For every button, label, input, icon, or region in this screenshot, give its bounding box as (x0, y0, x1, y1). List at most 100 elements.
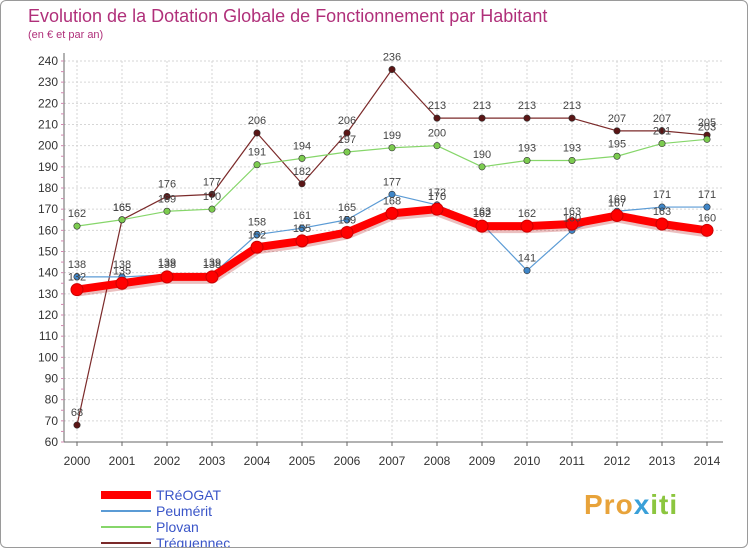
data-point (253, 231, 261, 239)
logo-part-1: Pro (584, 489, 634, 520)
y-tick-label: 60 (45, 435, 59, 449)
data-label: 138 (203, 259, 221, 271)
data-point (73, 273, 81, 281)
data-label: 191 (248, 147, 266, 159)
data-point (73, 222, 81, 230)
data-point (295, 234, 309, 248)
data-label: 190 (473, 149, 491, 161)
data-label: 213 (473, 100, 491, 112)
data-label: 163 (473, 206, 491, 218)
data-label: 203 (698, 121, 716, 133)
x-tick-label: 2006 (334, 454, 361, 468)
data-label: 207 (608, 113, 626, 125)
legend-swatch-treogat (101, 491, 151, 499)
data-point (115, 276, 129, 290)
data-point (160, 270, 174, 284)
x-tick-label: 2014 (694, 454, 721, 468)
legend-label: Tréguennec (156, 535, 231, 548)
data-label: 195 (608, 138, 626, 150)
data-point (700, 223, 714, 237)
data-point (253, 129, 261, 137)
data-label: 159 (338, 214, 356, 226)
x-tick-label: 2012 (604, 454, 631, 468)
y-tick-label: 200 (38, 139, 58, 153)
data-label: 213 (518, 100, 536, 112)
data-label: 160 (563, 212, 581, 224)
x-tick-label: 2010 (514, 454, 541, 468)
y-tick-label: 70 (45, 414, 59, 428)
data-label: 162 (473, 208, 491, 220)
y-tick-label: 100 (38, 350, 58, 364)
data-label: 163 (563, 206, 581, 218)
data-point (655, 217, 669, 231)
x-tick-label: 2008 (424, 454, 451, 468)
y-tick-label: 210 (38, 118, 58, 132)
x-tick-label: 2002 (154, 454, 181, 468)
data-point (70, 283, 84, 297)
data-point (385, 206, 399, 220)
logo-part-3: iti (650, 489, 679, 520)
x-tick-label: 2001 (109, 454, 136, 468)
legend-label: TRéOGAT (156, 487, 222, 503)
data-label: 236 (383, 51, 401, 63)
legend-swatch-peumerit (101, 510, 151, 512)
data-point (253, 161, 261, 169)
legend-item-treogat: TRéOGAT (101, 487, 361, 503)
data-point (658, 140, 666, 148)
y-tick-label: 180 (38, 181, 58, 195)
data-label: 213 (428, 100, 446, 112)
data-label: 171 (653, 189, 671, 201)
x-tick-label: 2003 (199, 454, 226, 468)
legend-swatch-treguennec (101, 542, 151, 544)
data-label: 207 (653, 113, 671, 125)
legend-item-plovan: Plovan (101, 519, 361, 535)
x-tick-label: 2009 (469, 454, 496, 468)
data-label: 141 (518, 253, 536, 265)
data-label: 194 (293, 140, 311, 152)
y-tick-label: 90 (45, 372, 59, 386)
x-tick-label: 2011 (559, 454, 585, 468)
data-point (205, 270, 219, 284)
y-tick-label: 140 (38, 266, 58, 280)
data-point (475, 219, 489, 233)
legend: TRéOGAT Peumérit Plovan Tréguennec (101, 487, 361, 548)
data-point (298, 154, 306, 162)
proxiti-logo: Proxiti (584, 489, 678, 521)
logo-part-2: x (633, 489, 651, 520)
chart-subtitle: (en € et par an) (28, 29, 104, 41)
data-label: 201 (653, 126, 671, 138)
legend-item-treguennec: Tréguennec (101, 535, 361, 548)
x-tick-label: 2007 (379, 454, 406, 468)
data-label: 165 (338, 202, 356, 214)
data-label: 138 (68, 259, 86, 271)
data-label: 200 (428, 128, 446, 140)
data-label: 177 (203, 176, 221, 188)
y-tick-label: 190 (38, 160, 58, 174)
data-label: 158 (248, 217, 266, 229)
y-tick-label: 240 (38, 54, 58, 68)
legend-item-peumerit: Peumérit (101, 503, 361, 519)
data-point (478, 163, 486, 171)
data-point (703, 203, 711, 211)
data-point (658, 203, 666, 211)
data-point (388, 65, 396, 73)
data-point (523, 114, 531, 122)
x-tick-label: 2004 (244, 454, 271, 468)
data-label: 169 (608, 193, 626, 205)
legend-swatch-plovan (101, 526, 151, 528)
legend-label: Plovan (156, 519, 199, 535)
data-point (568, 156, 576, 164)
data-label: 193 (518, 142, 536, 154)
data-point (208, 190, 216, 198)
data-label: 165 (113, 202, 131, 214)
data-point (520, 219, 534, 233)
data-point (343, 148, 351, 156)
data-label: 182 (293, 166, 311, 178)
data-label: 168 (383, 195, 401, 207)
data-point (613, 127, 621, 135)
data-label: 161 (293, 210, 311, 222)
data-label: 206 (248, 115, 266, 127)
data-label: 199 (383, 130, 401, 142)
y-tick-label: 120 (38, 308, 58, 322)
